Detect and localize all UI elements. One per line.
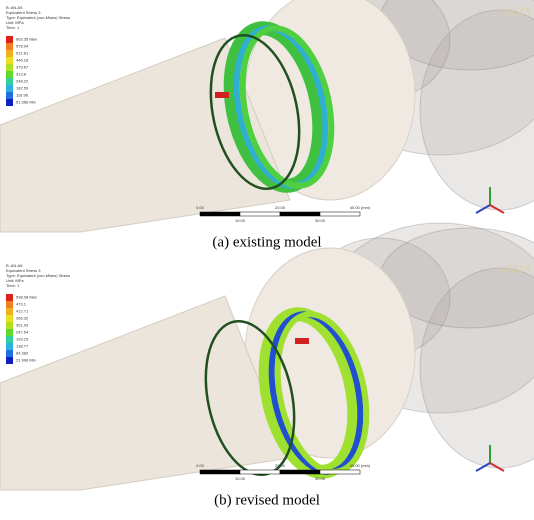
legend-swatch xyxy=(6,301,13,308)
legend-swatch xyxy=(6,343,13,350)
legend-swatch xyxy=(6,43,13,50)
header-line: Time: 1 xyxy=(6,25,20,30)
scale-segment xyxy=(320,470,360,474)
figure: B: AN-A5Equivalent Stress 3Type: Equival… xyxy=(0,0,534,515)
legend-swatch xyxy=(6,315,13,322)
legend-swatch xyxy=(6,336,13,343)
legend-swatch xyxy=(6,350,13,357)
scale-segment xyxy=(200,212,240,216)
legend-label: 313.8 xyxy=(16,72,27,77)
header-line: Time: 1 xyxy=(6,283,20,288)
caption: (a) existing model xyxy=(212,234,321,250)
scale-segment xyxy=(320,212,360,216)
probe-label xyxy=(295,338,309,344)
logo: ANSYS xyxy=(501,264,530,275)
legend-label: 356.32 xyxy=(16,316,29,321)
legend-label: 51.366 Min xyxy=(16,100,36,105)
scale-segment xyxy=(240,470,280,474)
legend-label: 446.18 xyxy=(16,58,29,63)
scale-label: 30.00 xyxy=(315,476,326,481)
legend-label: 193.15 xyxy=(16,337,29,342)
legend-label: 248.22 xyxy=(16,79,29,84)
logo: ANSYS xyxy=(501,6,530,17)
scale-segment xyxy=(200,470,240,474)
legend-swatch xyxy=(6,329,13,336)
legend-label: 182.59 xyxy=(16,86,29,91)
scale-segment xyxy=(280,212,320,216)
legend-label: 247.54 xyxy=(16,330,29,335)
legend-label: 578.04 xyxy=(16,44,29,49)
legend-label: 138.77 xyxy=(16,344,29,349)
legend-swatch xyxy=(6,92,13,99)
legend-label: 379.67 xyxy=(16,65,29,70)
scale-label: 10.00 xyxy=(235,218,246,223)
scale-label: 30.00 xyxy=(315,218,326,223)
legend-label: 538.08 Max xyxy=(16,295,37,300)
legend-swatch xyxy=(6,322,13,329)
legend-swatch xyxy=(6,308,13,315)
legend-swatch xyxy=(6,36,13,43)
scale-label: 20.00 xyxy=(275,463,286,468)
legend-label: 84.382 xyxy=(16,351,29,356)
legend-label: 512.61 xyxy=(16,51,29,56)
legend-label: 21.996 Min xyxy=(16,358,36,363)
scale-label: 10.00 xyxy=(235,476,246,481)
scale-segment xyxy=(280,470,320,474)
legend-label: 663.35 Max xyxy=(16,37,37,42)
legend-swatch xyxy=(6,99,13,106)
legend-label: 301.93 xyxy=(16,323,29,328)
legend-swatch xyxy=(6,50,13,57)
legend-swatch xyxy=(6,294,13,301)
probe-label xyxy=(215,92,229,98)
legend-swatch xyxy=(6,78,13,85)
scale-label: 40.00 (mm) xyxy=(350,205,371,210)
legend-swatch xyxy=(6,64,13,71)
legend-label: 412.71 xyxy=(16,309,29,314)
scale-label: 0.00 xyxy=(196,205,205,210)
scale-label: 0.00 xyxy=(196,463,205,468)
scale-label: 40.00 (mm) xyxy=(350,463,371,468)
legend-swatch xyxy=(6,85,13,92)
legend-label: 116.96 xyxy=(16,93,29,98)
caption: (b) revised model xyxy=(214,492,320,508)
legend-label: 473.1 xyxy=(16,302,27,307)
scale-segment xyxy=(240,212,280,216)
legend-swatch xyxy=(6,357,13,364)
legend-swatch xyxy=(6,57,13,64)
legend-swatch xyxy=(6,71,13,78)
scale-label: 20.00 xyxy=(275,205,286,210)
